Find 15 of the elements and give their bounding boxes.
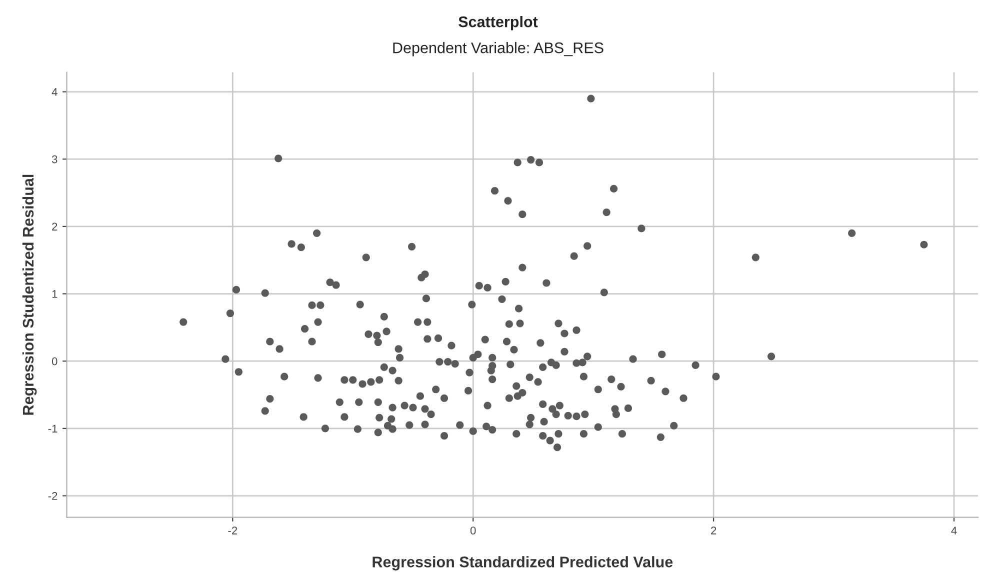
- x-tick-label: 0: [470, 526, 476, 534]
- y-tick-label: -1: [48, 424, 58, 432]
- y-tick-label: -2: [48, 492, 58, 500]
- y-tick-label: 2: [52, 222, 58, 230]
- x-tick-label: 2: [711, 526, 716, 534]
- x-tick-label: 4: [951, 526, 957, 534]
- y-tick-label: 4: [52, 88, 58, 96]
- y-tick-label: 3: [52, 155, 58, 164]
- y-tick-label: 0: [52, 357, 58, 366]
- chart-title: Scatterplot: [458, 16, 538, 30]
- x-axis-title: Regression Standardized Predicted Value: [372, 556, 673, 570]
- y-tick-label: 1: [52, 290, 58, 298]
- chart-subtitle: Dependent Variable: ABS_RES: [393, 42, 604, 56]
- x-tick-label: -2: [228, 526, 238, 534]
- y-axis-title: Regression Studentized Residual: [22, 174, 37, 415]
